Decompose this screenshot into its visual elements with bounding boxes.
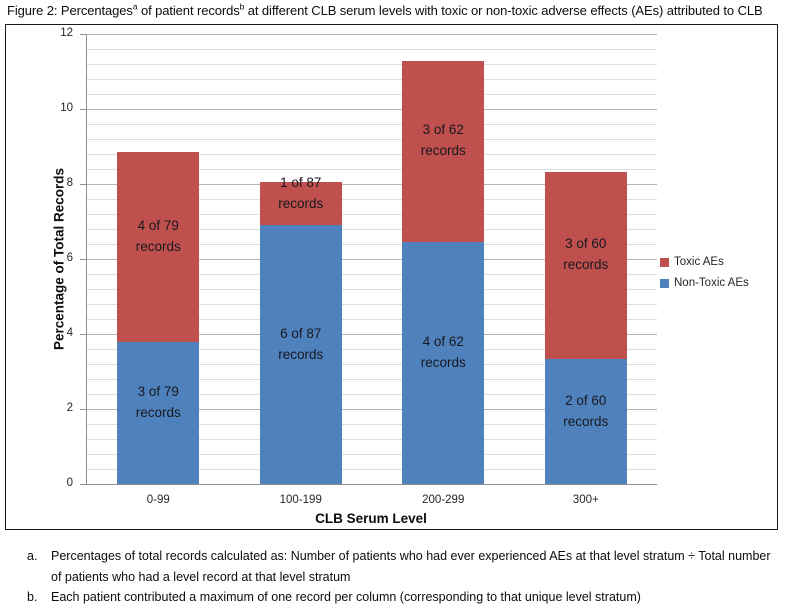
minor-gridline [87, 274, 657, 275]
major-gridline [87, 259, 657, 260]
minor-gridline [87, 244, 657, 245]
major-gridline [87, 109, 657, 110]
bar-data-label: 3 of 60 records [563, 236, 609, 273]
bar-data-label: 6 of 87 records [278, 325, 324, 362]
bar-segment-non-toxic-aes: 6 of 87 records [259, 225, 342, 484]
footnote-a-text: Percentages of total records calculated … [51, 549, 771, 584]
minor-gridline [87, 139, 657, 140]
x-tick-label: 300+ [572, 494, 599, 506]
footnote-b-marker: b. [27, 590, 38, 604]
minor-gridline [87, 349, 657, 350]
bar-data-label: 2 of 60 records [563, 392, 609, 429]
chart-frame: Percentage of Total Records 0 2 4 6 8 10 12 3 o… [5, 24, 778, 530]
footnote-b: b. Each patient contributed a maximum of… [27, 587, 779, 608]
x-tick-label: 200-299 [422, 494, 465, 506]
y-tick-mark [80, 34, 87, 35]
minor-gridline [87, 94, 657, 95]
footnote-ref-b: b [239, 1, 245, 12]
major-gridline [87, 409, 657, 410]
bar-data-label: 3 of 62 records [420, 122, 466, 159]
footnote-a-marker: a. [27, 549, 38, 563]
minor-gridline [87, 199, 657, 200]
x-axis-title: CLB Serum Level [315, 511, 427, 526]
bar-data-label: 1 of 87 records [278, 174, 324, 211]
legend-label: Non-Toxic AEs [674, 277, 749, 289]
toxic-legend-swatch [660, 257, 669, 267]
minor-gridline [87, 469, 657, 470]
nontoxic-legend-swatch [660, 278, 669, 288]
y-tick-mark [80, 334, 87, 335]
minor-gridline [87, 394, 657, 395]
major-gridline [87, 184, 657, 185]
minor-gridline [87, 154, 657, 155]
minor-gridline [87, 229, 657, 230]
footnotes: a. Percentages of total records calculat… [27, 546, 779, 608]
bar-segment-non-toxic-aes: 2 of 60 records [544, 359, 627, 484]
y-tick-mark [80, 484, 87, 485]
figure-caption-suffix: at different CLB serum levels with toxic… [244, 3, 763, 18]
minor-gridline [87, 289, 657, 290]
y-tick-mark [80, 109, 87, 110]
y-tick-label: 12 [60, 27, 73, 39]
minor-gridline [87, 64, 657, 65]
minor-gridline [87, 379, 657, 380]
y-tick-label: 2 [66, 402, 73, 414]
minor-gridline [87, 319, 657, 320]
minor-gridline [87, 124, 657, 125]
bar-segment-toxic-aes: 1 of 87 records [259, 175, 342, 226]
legend-item-nontoxic: Non-Toxic AEs [660, 277, 749, 289]
bar-segment-toxic-aes: 3 of 62 records [402, 60, 485, 243]
bar-data-label: 4 of 79 records [135, 217, 181, 254]
plot-area: 0 2 4 6 8 10 12 3 of 79 records 4 of 79 records 0… [60, 27, 657, 506]
y-tick-label: 6 [66, 252, 73, 264]
major-gridline [87, 34, 657, 35]
minor-gridline [87, 79, 657, 80]
y-tick-label: 4 [66, 327, 73, 339]
major-gridline [87, 334, 657, 335]
y-tick-mark [80, 184, 87, 185]
minor-gridline [87, 214, 657, 215]
minor-gridline [87, 424, 657, 425]
y-tick-label: 10 [60, 102, 73, 114]
bar-segment-non-toxic-aes: 4 of 62 records [402, 242, 485, 484]
footnote-a: a. Percentages of total records calculat… [27, 546, 779, 587]
minor-gridline [87, 364, 657, 365]
minor-gridline [87, 169, 657, 170]
minor-gridline [87, 304, 657, 305]
x-tick-label: 0-99 [146, 494, 170, 506]
minor-gridline [87, 454, 657, 455]
chart-legend: Toxic AEs Non-Toxic AEs [660, 256, 749, 298]
minor-gridline [87, 439, 657, 440]
legend-item-toxic: Toxic AEs [660, 256, 749, 268]
bar-data-label: 4 of 62 records [420, 334, 466, 371]
bar-segment-non-toxic-aes: 3 of 79 records [117, 341, 200, 484]
figure-caption-mid: of patient records [137, 3, 240, 18]
bar-segment-toxic-aes: 3 of 60 records [544, 171, 627, 360]
x-tick-label: 100-199 [279, 494, 322, 506]
y-tick-mark [80, 259, 87, 260]
bar-segment-toxic-aes: 4 of 79 records [117, 151, 200, 342]
figure-caption: Figure 2: Percentagesa of patient record… [7, 1, 763, 18]
footnote-ref-a: a [132, 1, 138, 12]
y-tick-mark [80, 409, 87, 410]
figure-caption-prefix: Figure 2: Percentages [7, 3, 133, 18]
bar-data-label: 3 of 79 records [135, 383, 181, 420]
minor-gridline [87, 49, 657, 50]
y-tick-label: 0 [66, 477, 73, 489]
legend-label: Toxic AEs [674, 256, 724, 268]
footnote-b-text: Each patient contributed a maximum of on… [51, 590, 641, 604]
y-tick-label: 8 [66, 177, 73, 189]
